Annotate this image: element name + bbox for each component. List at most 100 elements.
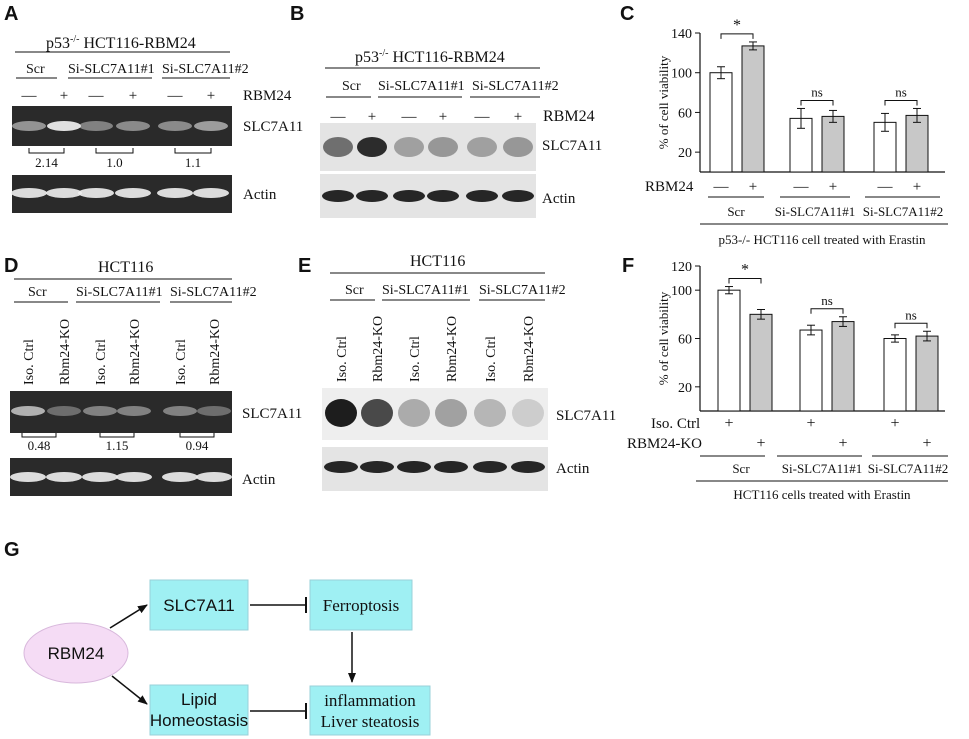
panel-a-title: p53-/- HCT116-RBM24	[46, 34, 196, 52]
panel-b-band-actin-2	[356, 190, 388, 202]
panel-d-band-actin-4	[116, 472, 152, 482]
chart-f-bar-2	[749, 313, 773, 412]
node-rbm24	[23, 622, 129, 684]
panel-d-band-actin-6	[196, 472, 232, 482]
chart-c-sig-label-2: ns	[811, 84, 823, 99]
panel-d-bracket-3	[179, 433, 215, 438]
panel-d-band-actin-2	[46, 472, 82, 482]
panel-b-bands-slc7a11	[323, 137, 533, 157]
node-lipid-label-2: Homeostasis	[150, 711, 248, 730]
panel-f: F 20 60 100 120 % of cell viability * ns ns Iso.…	[622, 255, 948, 502]
panel-e-band-actin-5	[473, 461, 507, 473]
chart-c-bar-6	[905, 114, 929, 173]
panel-b-band-actin-6	[502, 190, 534, 202]
panel-d-band-actin-1	[10, 472, 46, 482]
node-lipid-label-1: Lipid	[181, 690, 217, 709]
panel-letter-b: B	[290, 3, 304, 25]
panel-letter-c: C	[620, 3, 634, 25]
panel-e-blot-slc7a11	[322, 388, 548, 440]
chart-f-sig-label-3: ns	[905, 307, 917, 322]
panel-b-blot-slc7a11	[320, 123, 536, 171]
chart-c-row1-sign-6: +	[913, 179, 921, 195]
chart-f-ytick-label-extra: 120	[671, 260, 692, 275]
panel-d-band-slc7a11-4	[117, 406, 151, 416]
panel-a-bracket-1	[28, 148, 65, 154]
node-rbm24-label: RBM24	[48, 644, 105, 663]
chart-c-sig-label-1: *	[733, 17, 741, 34]
node-slc7a11	[149, 579, 249, 631]
chart-f-group-3: Si-SLC7A11#2	[868, 461, 948, 476]
panel-c: C 20 60 100 140% of cell viability * ns ns RBM2…	[620, 3, 948, 247]
panel-d-band-slc7a11-5	[163, 406, 197, 416]
panel-e-band1-label: SLC7A11	[556, 408, 616, 424]
panel-d-group-2: Si-SLC7A11#1	[76, 285, 163, 300]
panel-letter-f: F	[622, 255, 634, 277]
chart-f-row1-sign-2: +	[806, 415, 815, 432]
panel-a-bands-slc7a11	[12, 121, 228, 131]
panel-b-sign-3: —	[401, 109, 418, 125]
chart-f-sig-bracket-3	[894, 322, 928, 329]
chart-c-caption: p53-/- HCT116 cell treated with Erastin	[718, 232, 926, 247]
chart-c-group-1: Scr	[727, 204, 745, 219]
chart-f-row1-sign-3: +	[890, 415, 899, 432]
panel-d-group-3: Si-SLC7A11#2	[170, 285, 257, 300]
chart-c-ytick-label-4: 140	[671, 27, 692, 42]
panel-a-group-1: Scr	[26, 62, 45, 77]
panel-a-band-slc7a11-4	[116, 121, 150, 131]
panel-a-ratio-brackets: 2.14 1.0 1.1	[28, 148, 212, 170]
panel-e-group-2: Si-SLC7A11#1	[382, 283, 469, 298]
panel-d-bracket-1	[21, 433, 57, 438]
panel-a-group-3: Si-SLC7A11#2	[162, 62, 249, 77]
chart-c-row1-sign-1: —	[713, 179, 730, 195]
chart-f-sig-label-2: ns	[821, 293, 833, 308]
panel-d-ratio-brackets: 0.48 1.15 0.94	[21, 433, 215, 453]
chart-f-bar-4	[831, 321, 855, 412]
panel-b-band2-label: Actin	[542, 191, 576, 207]
chart-c-ytick-label-3: 100	[671, 67, 692, 82]
panel-e-group-1: Scr	[345, 283, 364, 298]
panel-a-treatment-label: RBM24	[243, 88, 292, 104]
panel-a-ratio-3: 1.1	[185, 155, 201, 170]
panel-a: A p53-/- HCT116-RBM24 Scr Si-SLC7A11#1 S…	[4, 3, 303, 213]
panel-d-ratio-1: 0.48	[28, 438, 51, 453]
chart-c-row1-sign-4: +	[829, 179, 837, 195]
panel-d-band-slc7a11-2	[47, 406, 81, 416]
panel-b-treatment-label: RBM24	[543, 108, 595, 125]
panel-e-band-actin-1	[324, 461, 358, 473]
panel-a-band-actin-2	[46, 188, 82, 198]
panel-b-signs: — + — + — +	[330, 109, 523, 125]
panel-b-band-slc7a11-2	[357, 137, 387, 157]
chart-f-row2-sign-2: +	[838, 435, 847, 452]
chart-f-row2-sign-1: +	[756, 435, 765, 452]
chart-f-ytick-label-3: 100	[671, 284, 692, 299]
chart-c-bar-1	[709, 72, 733, 173]
panel-b-sign-5: —	[474, 109, 491, 125]
panel-e-band-slc7a11-5	[474, 399, 506, 427]
panel-d-band-actin-3	[82, 472, 118, 482]
panel-e-lane-6: Rbm24-KO	[522, 316, 537, 382]
panel-d-lane-2: Rbm24-KO	[58, 319, 73, 385]
chart-c-group-3: Si-SLC7A11#2	[863, 204, 943, 219]
panel-e-lane-4: Rbm24-KO	[445, 316, 460, 382]
node-ferroptosis-label: Ferroptosis	[323, 596, 400, 615]
panel-a-band-slc7a11-2	[47, 121, 81, 131]
chart-f-caption: HCT116 cells treated with Erastin	[733, 487, 911, 502]
panel-e-lane-5: Iso. Ctrl	[484, 336, 499, 382]
chart-f: 20 60 100 120 % of cell viability * ns ns Iso. C…	[627, 260, 948, 502]
panel-b-sign-1: —	[330, 109, 347, 125]
panel-g: G RBM24 SLC7A11 Ferroptosis Lipid Homeos…	[4, 539, 431, 736]
panel-a-sign-3: —	[88, 88, 105, 104]
panel-e-band-slc7a11-1	[325, 399, 357, 427]
panel-e-lane-1: Iso. Ctrl	[335, 336, 350, 382]
panel-a-band1-label: SLC7A11	[243, 119, 303, 135]
panel-a-band2-label: Actin	[243, 187, 277, 203]
chart-f-ytick-label-2: 60	[678, 333, 692, 348]
panel-b-band-slc7a11-1	[323, 137, 353, 157]
panel-a-sign-1: —	[21, 88, 38, 104]
chart-f-ytick-label-1: 20	[678, 381, 692, 396]
panel-d-band-slc7a11-3	[83, 406, 117, 416]
panel-b-title: p53-/- HCT116-RBM24	[355, 48, 505, 66]
chart-f-sig-label-1: *	[741, 262, 749, 279]
panel-a-group-2: Si-SLC7A11#1	[68, 62, 155, 77]
panel-a-signs: — + — + — +	[21, 88, 216, 104]
